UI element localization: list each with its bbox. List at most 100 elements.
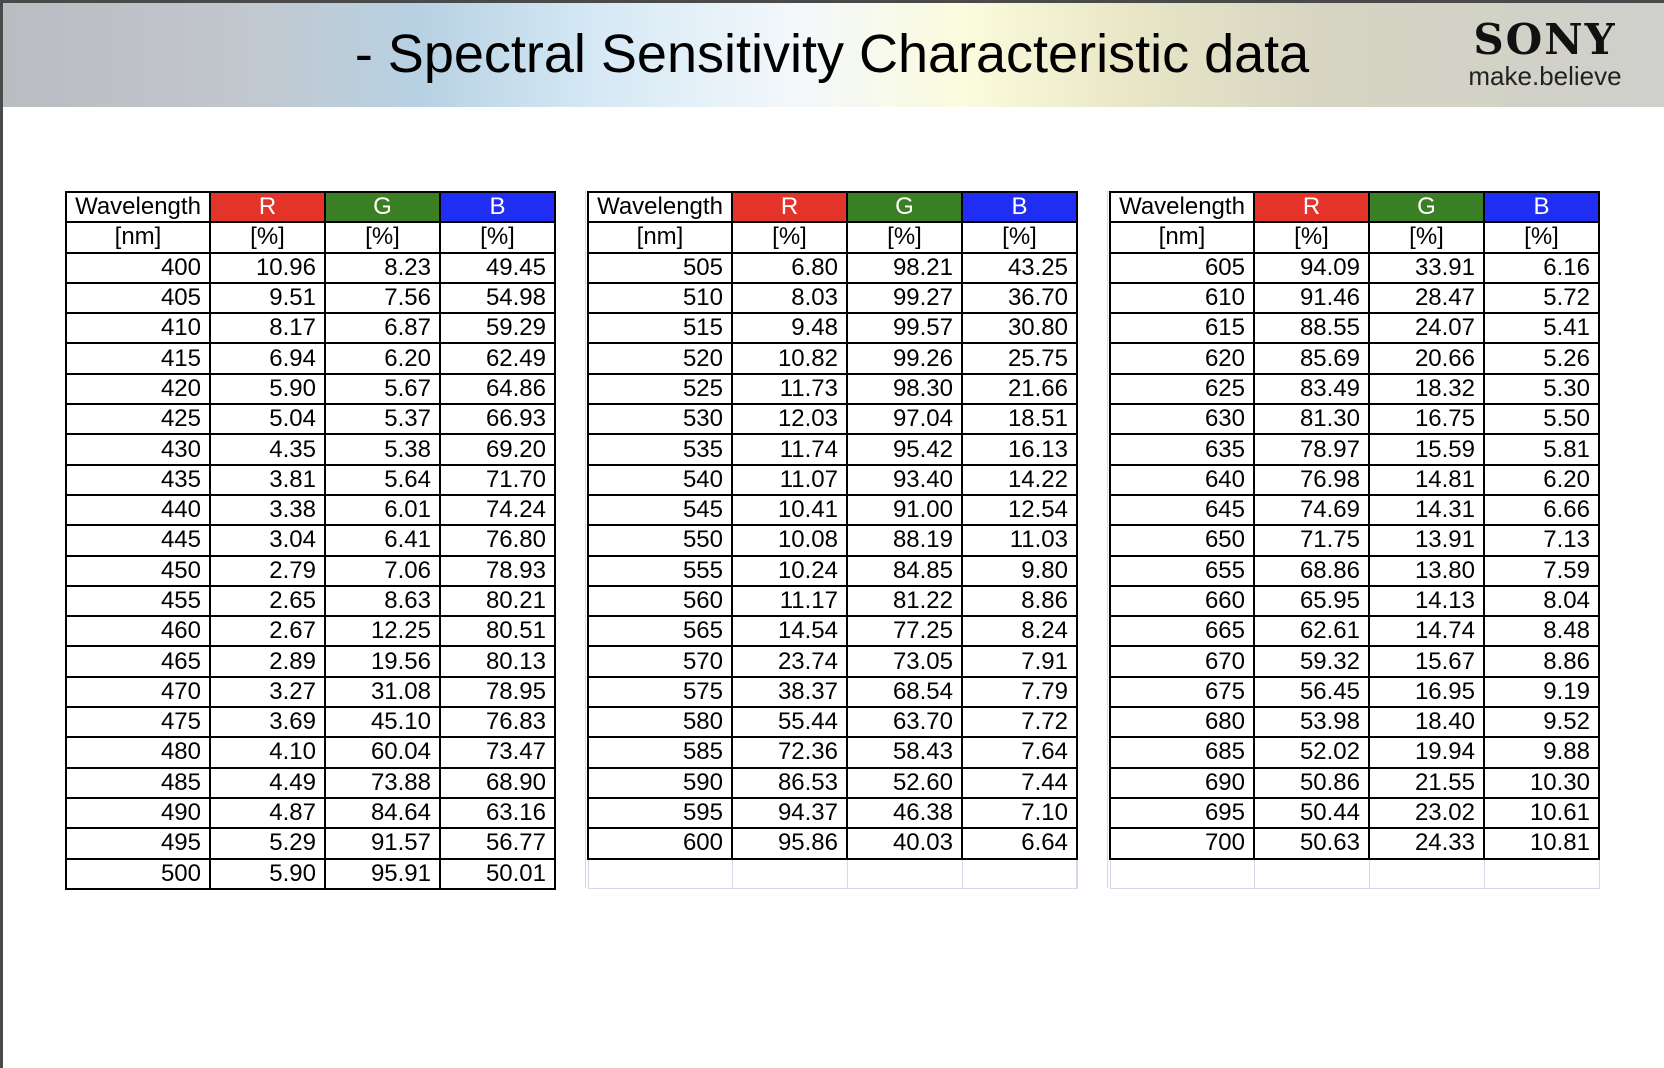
cell-wavelength: 590 bbox=[587, 766, 733, 799]
table-row: 625 83.49 18.32 5.30 bbox=[1109, 372, 1600, 406]
cell-g: 6.41 bbox=[324, 524, 441, 557]
cell-wavelength: 515 bbox=[587, 312, 733, 345]
cell-g: 99.27 bbox=[846, 281, 963, 315]
cell-wavelength: 580 bbox=[587, 706, 733, 739]
cell-b: 10.61 bbox=[1483, 796, 1600, 830]
empty-cell bbox=[1484, 858, 1600, 889]
table-gap bbox=[1076, 191, 1108, 888]
cell-g: 21.55 bbox=[1368, 766, 1485, 799]
cell-wavelength: 675 bbox=[1109, 675, 1255, 709]
cell-g: 13.91 bbox=[1368, 524, 1485, 557]
cell-wavelength: 610 bbox=[1109, 281, 1255, 315]
data-table-block-2: Wavelength R G B [nm] [%] [%] [%] 505 6.80 98.21 43… bbox=[587, 190, 1078, 889]
cell-wavelength: 475 bbox=[65, 706, 211, 739]
header-wavelength: Wavelength bbox=[587, 190, 733, 224]
cell-r: 12.03 bbox=[731, 403, 848, 436]
header-row: Wavelength R G B bbox=[587, 190, 1078, 224]
cell-b: 43.25 bbox=[961, 251, 1078, 284]
cell-r: 62.61 bbox=[1253, 615, 1370, 648]
unit-wavelength: [nm] bbox=[587, 221, 733, 254]
cell-g: 52.60 bbox=[846, 766, 963, 799]
cell-g: 15.67 bbox=[1368, 645, 1485, 678]
cell-r: 95.86 bbox=[731, 827, 848, 860]
cell-b: 63.16 bbox=[439, 796, 556, 830]
cell-wavelength: 490 bbox=[65, 796, 211, 830]
table-row: 575 38.37 68.54 7.79 bbox=[587, 675, 1078, 709]
cell-r: 11.07 bbox=[731, 463, 848, 496]
header-wavelength: Wavelength bbox=[1109, 190, 1255, 224]
cell-g: 6.87 bbox=[324, 312, 441, 345]
table-row: 600 95.86 40.03 6.64 bbox=[587, 827, 1078, 860]
cell-wavelength: 550 bbox=[587, 524, 733, 557]
empty-cell bbox=[847, 858, 963, 889]
cell-r: 68.86 bbox=[1253, 554, 1370, 587]
cell-g: 5.38 bbox=[324, 433, 441, 466]
cell-wavelength: 440 bbox=[65, 493, 211, 527]
cell-b: 8.86 bbox=[961, 584, 1078, 618]
unit-b: [%] bbox=[439, 221, 556, 254]
cell-r: 10.08 bbox=[731, 524, 848, 557]
cell-r: 2.79 bbox=[209, 554, 326, 587]
table-row: 560 11.17 81.22 8.86 bbox=[587, 584, 1078, 618]
cell-wavelength: 680 bbox=[1109, 706, 1255, 739]
cell-r: 52.02 bbox=[1253, 736, 1370, 769]
cell-g: 5.37 bbox=[324, 403, 441, 436]
cell-b: 10.30 bbox=[1483, 766, 1600, 799]
cell-wavelength: 565 bbox=[587, 615, 733, 648]
cell-wavelength: 480 bbox=[65, 736, 211, 769]
cell-g: 5.64 bbox=[324, 463, 441, 496]
cell-g: 8.23 bbox=[324, 251, 441, 284]
cell-b: 18.51 bbox=[961, 403, 1078, 436]
table-row: 670 59.32 15.67 8.86 bbox=[1109, 645, 1600, 678]
cell-r: 94.09 bbox=[1253, 251, 1370, 284]
cell-b: 36.70 bbox=[961, 281, 1078, 315]
cell-wavelength: 555 bbox=[587, 554, 733, 587]
cell-b: 5.50 bbox=[1483, 403, 1600, 436]
cell-b: 7.10 bbox=[961, 796, 1078, 830]
data-table-block-3: Wavelength R G B [nm] [%] [%] [%] 605 94.09 33.91 6… bbox=[1109, 190, 1600, 889]
table-row: 515 9.48 99.57 30.80 bbox=[587, 312, 1078, 345]
table-row: 490 4.87 84.64 63.16 bbox=[65, 796, 556, 830]
table-row: 590 86.53 52.60 7.44 bbox=[587, 766, 1078, 799]
cell-g: 46.38 bbox=[846, 796, 963, 830]
cell-g: 99.57 bbox=[846, 312, 963, 345]
cell-b: 50.01 bbox=[439, 857, 556, 890]
table-row: 535 11.74 95.42 16.13 bbox=[587, 433, 1078, 466]
cell-b: 54.98 bbox=[439, 281, 556, 315]
cell-b: 9.88 bbox=[1483, 736, 1600, 769]
cell-wavelength: 655 bbox=[1109, 554, 1255, 587]
cell-g: 91.57 bbox=[324, 827, 441, 860]
cell-b: 7.44 bbox=[961, 766, 1078, 799]
cell-g: 19.94 bbox=[1368, 736, 1485, 769]
empty-row bbox=[587, 858, 1078, 889]
cell-r: 2.67 bbox=[209, 615, 326, 648]
cell-b: 56.77 bbox=[439, 827, 556, 860]
cell-b: 5.30 bbox=[1483, 372, 1600, 406]
unit-row: [nm] [%] [%] [%] bbox=[1109, 221, 1600, 254]
cell-b: 71.70 bbox=[439, 463, 556, 496]
table-row: 530 12.03 97.04 18.51 bbox=[587, 403, 1078, 436]
cell-wavelength: 460 bbox=[65, 615, 211, 648]
cell-wavelength: 430 bbox=[65, 433, 211, 466]
cell-wavelength: 495 bbox=[65, 827, 211, 860]
cell-wavelength: 540 bbox=[587, 463, 733, 496]
table-row: 615 88.55 24.07 5.41 bbox=[1109, 312, 1600, 345]
cell-g: 33.91 bbox=[1368, 251, 1485, 284]
cell-wavelength: 575 bbox=[587, 675, 733, 709]
table-row: 555 10.24 84.85 9.80 bbox=[587, 554, 1078, 587]
cell-b: 78.95 bbox=[439, 675, 556, 709]
cell-wavelength: 470 bbox=[65, 675, 211, 709]
cell-wavelength: 630 bbox=[1109, 403, 1255, 436]
empty-cell bbox=[1254, 858, 1370, 889]
cell-g: 24.33 bbox=[1368, 827, 1485, 860]
cell-b: 5.81 bbox=[1483, 433, 1600, 466]
cell-r: 4.10 bbox=[209, 736, 326, 769]
table-row: 525 11.73 98.30 21.66 bbox=[587, 372, 1078, 406]
cell-r: 10.96 bbox=[209, 251, 326, 284]
cell-r: 11.73 bbox=[731, 372, 848, 406]
cell-wavelength: 545 bbox=[587, 493, 733, 527]
table-row: 700 50.63 24.33 10.81 bbox=[1109, 827, 1600, 860]
cell-wavelength: 660 bbox=[1109, 584, 1255, 618]
cell-r: 4.49 bbox=[209, 766, 326, 799]
cell-g: 14.81 bbox=[1368, 463, 1485, 496]
